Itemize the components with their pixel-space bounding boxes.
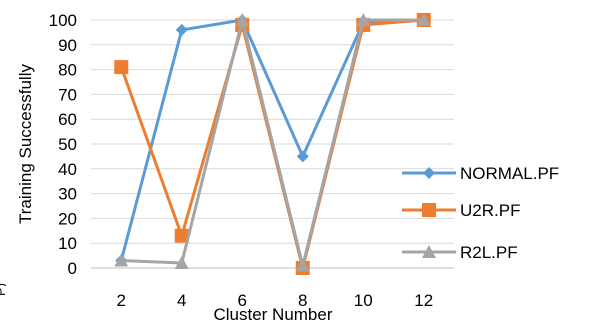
- y-axis-ticks: 0 10 20 30 40 50 60 70 80 90 100: [49, 11, 77, 278]
- diamond-marker: [175, 23, 188, 36]
- y-tick-label: 90: [58, 36, 77, 55]
- series-r2l-pf: [114, 13, 431, 272]
- x-tick-label: 10: [354, 291, 373, 310]
- x-axis-ticks: 2 4 6 8 10 12: [117, 291, 434, 310]
- legend: NORMAL.PF U2R.PF R2L.PF: [402, 164, 559, 262]
- triangle-marker: [295, 258, 310, 272]
- x-tick-label: 6: [238, 291, 247, 310]
- x-tick-label: 8: [298, 291, 307, 310]
- triangle-marker: [174, 256, 189, 270]
- triangle-marker: [356, 13, 371, 26]
- cropped-margin-text: P): [0, 283, 6, 296]
- y-tick-label: 10: [58, 234, 77, 253]
- diamond-marker: [423, 167, 435, 179]
- triangle-marker: [416, 13, 431, 26]
- y-tick-label: 50: [58, 135, 77, 154]
- x-tick-label: 2: [117, 291, 126, 310]
- y-tick-label: 30: [58, 185, 77, 204]
- triangle-marker: [422, 245, 436, 258]
- y-tick-label: 40: [58, 160, 77, 179]
- legend-item: R2L.PF: [402, 243, 518, 262]
- series-line: [119, 18, 424, 261]
- x-axis-title: Cluster Number: [213, 305, 332, 324]
- series-lines: [114, 13, 431, 275]
- y-tick-label: 80: [58, 61, 77, 80]
- x-tick-label: 4: [177, 291, 186, 310]
- square-marker: [422, 203, 436, 217]
- y-tick-label: 20: [58, 209, 77, 228]
- series-line: [121, 18, 424, 268]
- y-tick-label: 0: [68, 259, 77, 278]
- x-tick-label: 12: [414, 291, 433, 310]
- diamond-marker: [296, 150, 309, 163]
- legend-item: U2R.PF: [402, 201, 520, 220]
- y-tick-label: 70: [58, 85, 77, 104]
- triangle-marker: [235, 13, 250, 26]
- legend-label: R2L.PF: [460, 243, 518, 262]
- y-tick-label: 60: [58, 110, 77, 129]
- triangle-marker: [114, 253, 129, 267]
- legend-item: NORMAL.PF: [402, 164, 559, 183]
- square-marker: [174, 228, 189, 243]
- legend-label: U2R.PF: [460, 201, 520, 220]
- square-marker: [114, 60, 129, 75]
- y-axis-title: Training Successfully: [16, 64, 35, 224]
- legend-label: NORMAL.PF: [460, 164, 559, 183]
- y-tick-label: 100: [49, 11, 77, 30]
